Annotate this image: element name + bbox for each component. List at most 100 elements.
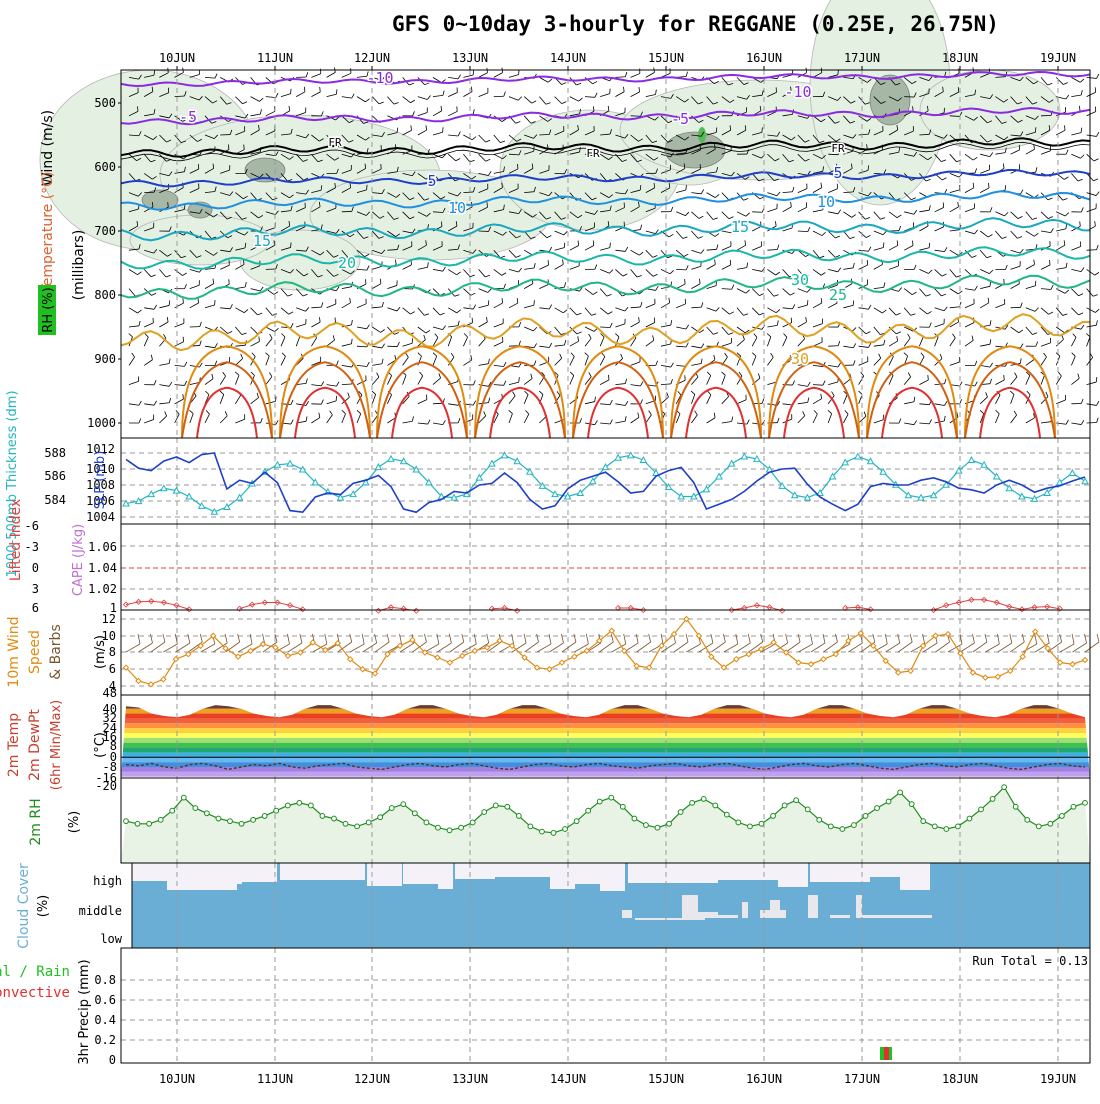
wind-barb bbox=[524, 97, 532, 104]
wind-barb bbox=[1041, 343, 1050, 346]
wind-barb bbox=[950, 230, 960, 231]
wind-barb-flag bbox=[879, 354, 881, 359]
contour-label: -10 bbox=[366, 69, 393, 87]
wind-barb-flag bbox=[532, 101, 536, 103]
wind-barb-flag bbox=[502, 298, 503, 303]
wind-barb bbox=[463, 75, 473, 77]
wind-barb-flag bbox=[713, 333, 718, 335]
wind-barb-flag bbox=[1020, 358, 1021, 363]
wind-barb-10m-flag bbox=[163, 634, 165, 642]
wind-barb-flag bbox=[488, 300, 489, 305]
isotherm-35-arc bbox=[965, 346, 1055, 438]
wind-barb bbox=[707, 418, 716, 423]
wind-barb bbox=[296, 92, 305, 97]
wind-barb bbox=[570, 308, 577, 315]
wind-barb-flag bbox=[525, 391, 529, 394]
wind-barb bbox=[342, 97, 352, 99]
wind-barb bbox=[1087, 269, 1095, 275]
axis-label-precip: 3hr Precip (mm) bbox=[77, 959, 92, 1064]
wind-barb-flag bbox=[823, 381, 825, 386]
wind-barb-flag bbox=[169, 300, 170, 305]
wind-barb-flag bbox=[413, 111, 415, 116]
rh-marker bbox=[678, 810, 683, 815]
axis-label-temperature: Temperature (°C) bbox=[40, 172, 56, 294]
wind-barb-flag bbox=[904, 353, 908, 356]
lifted-tick-label: 0 bbox=[32, 561, 39, 575]
wind-barb bbox=[919, 404, 929, 405]
wind-barb-10m bbox=[375, 642, 389, 652]
date-label-top: 10JUN bbox=[159, 51, 195, 65]
wind-barb-flag bbox=[306, 307, 309, 311]
rh-marker bbox=[332, 816, 337, 821]
wind-speed-marker bbox=[1070, 662, 1075, 667]
rh-marker bbox=[609, 795, 614, 800]
wind-barb-flag bbox=[914, 210, 917, 214]
wind-barb-flag bbox=[715, 234, 719, 237]
wind-barb-flag bbox=[458, 75, 460, 79]
wind-barb bbox=[919, 226, 928, 231]
wind-barb-flag bbox=[169, 359, 170, 364]
wind-barb-flag bbox=[715, 260, 716, 265]
wind-barb-flag bbox=[367, 325, 370, 329]
wind-barb bbox=[585, 338, 591, 346]
cloud-clear-middle bbox=[635, 918, 705, 920]
rh-marker bbox=[516, 814, 521, 819]
rh-marker bbox=[355, 824, 360, 829]
wind-barb-flag bbox=[200, 341, 201, 346]
isotherm-30 bbox=[121, 314, 1090, 350]
wind-barb-flag bbox=[625, 307, 628, 311]
wind-barb bbox=[448, 77, 458, 79]
wind-barb bbox=[631, 322, 640, 327]
wind-barb bbox=[646, 415, 652, 423]
wind-barb bbox=[357, 327, 367, 329]
rh-marker bbox=[251, 817, 256, 822]
wind-barb bbox=[798, 207, 807, 211]
wind-barb-flag bbox=[671, 207, 673, 212]
wind-barb-flag bbox=[656, 361, 658, 366]
wind-barb-flag bbox=[911, 198, 916, 200]
isotherm-38-arc bbox=[377, 362, 467, 438]
wind-barb bbox=[980, 154, 990, 156]
wind-barb-flag bbox=[1094, 159, 1098, 161]
wind-barb-flag bbox=[547, 235, 551, 237]
cloud-clear-middle bbox=[698, 912, 718, 918]
wind-barb-10m-flag bbox=[723, 634, 725, 642]
rh-marker bbox=[135, 821, 140, 826]
rh-marker bbox=[667, 821, 672, 826]
wind-barb bbox=[555, 231, 564, 235]
date-label-top: 19JUN bbox=[1040, 51, 1076, 65]
wind-barb bbox=[1087, 404, 1097, 406]
wind-barb-flag bbox=[1010, 391, 1014, 394]
wind-barb-flag bbox=[944, 401, 947, 405]
wind-barb-flag bbox=[807, 289, 810, 293]
cape-tick-label: 1.02 bbox=[88, 582, 117, 596]
contour-label: -5 bbox=[671, 110, 689, 128]
wind-barb-flag bbox=[625, 379, 626, 384]
wind-barb bbox=[463, 92, 472, 97]
wind-barb bbox=[600, 94, 610, 97]
wind-barb-flag bbox=[458, 418, 460, 423]
precip-tick-label: 0.4 bbox=[94, 1013, 116, 1027]
wind-barb bbox=[1071, 246, 1080, 250]
wind-barb-flag bbox=[864, 412, 866, 417]
wind-barb-flag bbox=[1051, 228, 1054, 232]
wind-barb bbox=[1056, 245, 1065, 250]
wind-barb bbox=[266, 377, 272, 385]
wind-barb bbox=[935, 337, 939, 346]
wind-barb-flag bbox=[746, 213, 750, 216]
wind-barb bbox=[296, 324, 306, 327]
wind-barb bbox=[691, 250, 700, 253]
rh-marker bbox=[1025, 817, 1030, 822]
rh-marker bbox=[493, 803, 498, 808]
contour-label: 10 bbox=[817, 193, 835, 211]
wind-barb bbox=[843, 346, 853, 348]
wind-barb bbox=[555, 308, 564, 313]
wind-barb-flag bbox=[261, 418, 263, 423]
wind-barb bbox=[707, 249, 717, 250]
wind-barb-flag bbox=[729, 312, 733, 314]
wind-barb bbox=[509, 414, 512, 423]
wind-barb bbox=[251, 97, 260, 102]
wind-barb bbox=[935, 289, 942, 296]
wind-barb bbox=[1026, 286, 1036, 289]
wind-barb-flag bbox=[759, 313, 764, 315]
